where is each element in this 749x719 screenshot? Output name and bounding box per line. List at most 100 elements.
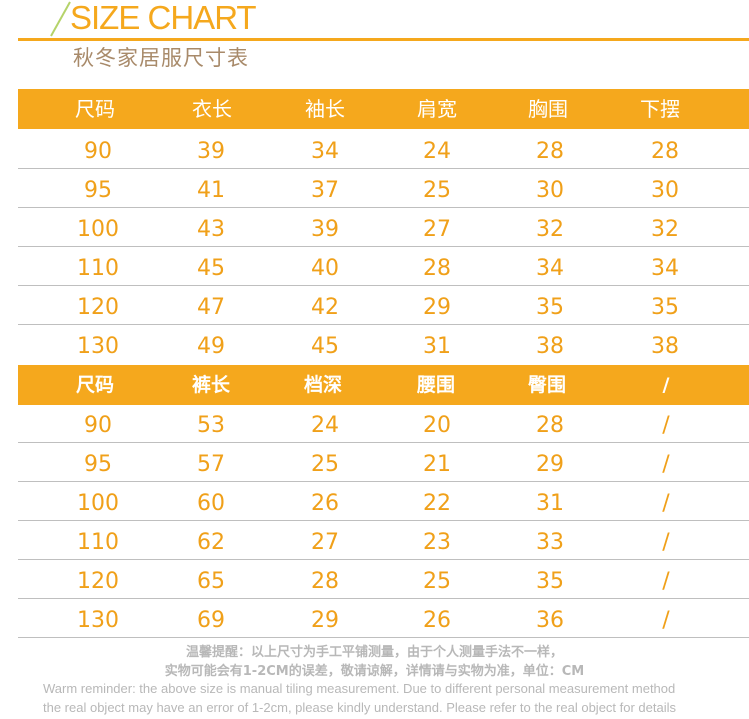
row-divider [18, 559, 749, 560]
table-cell: 30 [651, 178, 679, 203]
table-row: 90 53 24 20 28 / [18, 404, 749, 443]
header-cell: / [662, 374, 670, 396]
table-cell: 28 [651, 139, 679, 164]
table-cell: 41 [197, 178, 225, 203]
table-row: 130 49 45 31 38 38 [18, 325, 749, 364]
header-cell: 袖长 [305, 97, 345, 121]
row-divider [18, 598, 749, 599]
table-cell: / [662, 413, 670, 438]
table-cell: 62 [197, 530, 225, 555]
row-divider [18, 637, 749, 638]
table-cell: 28 [423, 256, 451, 281]
table-row: 90 39 34 24 28 28 [18, 130, 749, 169]
table-cell: / [662, 530, 670, 555]
table-cell: 31 [423, 334, 451, 359]
table-cell: 42 [311, 295, 339, 320]
table-cell: / [662, 491, 670, 516]
table-cell: 25 [311, 452, 339, 477]
note-cn-line-1: 温馨提醒：以上尺寸为手工平铺测量，由于个人测量手法不一样， [185, 645, 563, 660]
note-cn-line-2: 实物可能会有1-2CM的误差，敬请谅解，详情请与实物为准，单位：CM [164, 664, 585, 679]
table-cell: 110 [77, 530, 119, 555]
page-title: SIZE CHART [70, 0, 257, 36]
header-cell: 档深 [303, 374, 342, 396]
header-cell: 尺码 [75, 97, 115, 121]
table-row: 100 60 26 22 31 / [18, 482, 749, 521]
table-cell: 100 [77, 217, 119, 242]
table-cell: 32 [536, 217, 564, 242]
table-cell: 38 [651, 334, 679, 359]
table-cell: 45 [311, 334, 339, 359]
table-cell: 43 [197, 217, 225, 242]
table-cell: 34 [651, 256, 679, 281]
table-cell: 29 [311, 608, 339, 633]
table-cell: / [662, 452, 670, 477]
table-cell: 57 [197, 452, 225, 477]
table-cell: 95 [84, 452, 112, 477]
header-cell: 下摆 [640, 97, 680, 121]
note-en-line-1: Warm reminder: the above size is manual … [43, 681, 676, 696]
table-cell: 25 [423, 569, 451, 594]
table-cell: 29 [536, 452, 564, 477]
header-cell: 尺码 [75, 374, 114, 396]
header-cell: 肩宽 [417, 97, 457, 121]
table-cell: 110 [77, 256, 119, 281]
table-row: 100 43 39 27 32 32 [18, 208, 749, 247]
table-cell: 47 [197, 295, 225, 320]
table-cell: 65 [197, 569, 225, 594]
table-cell: 90 [84, 413, 112, 438]
table-cell: 120 [77, 295, 119, 320]
table-cell: 25 [423, 178, 451, 203]
row-divider [18, 520, 749, 521]
header-cell: 衣长 [192, 97, 232, 121]
table-cell: 130 [77, 608, 119, 633]
table-row: 130 69 29 26 36 / [18, 599, 749, 638]
table-cell: 130 [77, 334, 119, 359]
table-cell: 22 [423, 491, 451, 516]
table-row: 95 57 25 21 29 / [18, 443, 749, 482]
table-cell: 53 [197, 413, 225, 438]
row-divider [18, 324, 749, 325]
table-cell: 35 [536, 569, 564, 594]
table-cell: 69 [197, 608, 225, 633]
bottom-table-header: 尺码 裤长 档深 腰围 臀围 / [18, 365, 749, 405]
table-cell: 37 [311, 178, 339, 203]
row-divider [18, 168, 749, 169]
title-divider [18, 38, 749, 41]
table-row: 110 62 27 23 33 / [18, 521, 749, 560]
header-cell: 胸围 [528, 97, 568, 121]
table-cell: 31 [536, 491, 564, 516]
table-cell: 60 [197, 491, 225, 516]
table-cell: 120 [77, 569, 119, 594]
table-cell: 100 [77, 491, 119, 516]
note-en-line-2: the real object may have an error of 1-2… [43, 700, 677, 715]
table-cell: 38 [536, 334, 564, 359]
table-cell: 95 [84, 178, 112, 203]
table-row: 120 47 42 29 35 35 [18, 286, 749, 325]
table-cell: 40 [311, 256, 339, 281]
table-cell: 24 [311, 413, 339, 438]
table-cell: 36 [536, 608, 564, 633]
table-cell: 21 [423, 452, 451, 477]
row-divider [18, 442, 749, 443]
table-cell: 35 [536, 295, 564, 320]
table-cell: 26 [423, 608, 451, 633]
table-cell: 27 [423, 217, 451, 242]
table-cell: 28 [311, 569, 339, 594]
table-cell: 32 [651, 217, 679, 242]
row-divider [18, 246, 749, 247]
table-cell: 35 [651, 295, 679, 320]
table-cell: 34 [311, 139, 339, 164]
table-cell: 39 [197, 139, 225, 164]
table-row: 120 65 28 25 35 / [18, 560, 749, 599]
row-divider [18, 285, 749, 286]
header-slash-decoration [50, 1, 71, 37]
table-cell: 28 [536, 139, 564, 164]
row-divider [18, 207, 749, 208]
table-cell: 29 [423, 295, 451, 320]
table-cell: 23 [423, 530, 451, 555]
table-cell: 34 [536, 256, 564, 281]
table-cell: 28 [536, 413, 564, 438]
table-cell: 90 [84, 139, 112, 164]
table-cell: 33 [536, 530, 564, 555]
table-cell: 27 [311, 530, 339, 555]
